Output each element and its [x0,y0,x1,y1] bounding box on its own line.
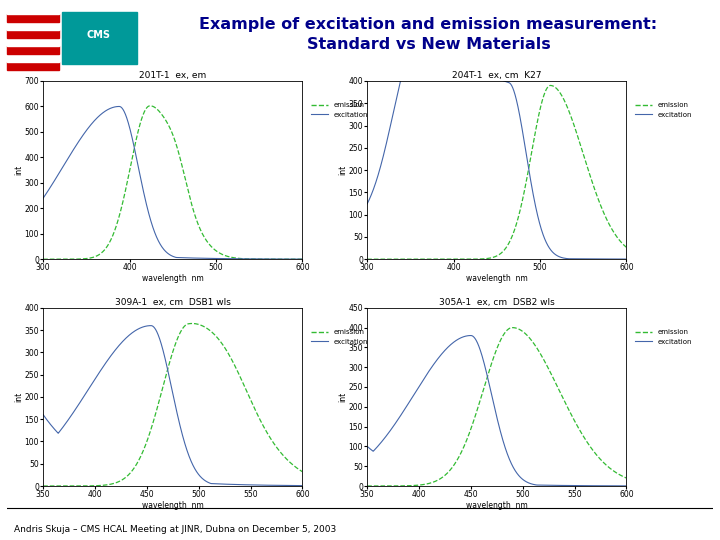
X-axis label: wavelength  nm: wavelength nm [466,501,528,510]
Y-axis label: int: int [14,165,23,175]
Y-axis label: int: int [338,392,347,402]
Title: 305A-1  ex, cm  DSB2 wls: 305A-1 ex, cm DSB2 wls [439,298,554,307]
X-axis label: wavelength  nm: wavelength nm [142,501,204,510]
Legend: emission, excitation: emission, excitation [311,102,369,118]
Legend: emission, excitation: emission, excitation [311,329,369,345]
X-axis label: wavelength  nm: wavelength nm [142,274,204,283]
Bar [7,62,59,70]
Title: 204T-1  ex, cm  K27: 204T-1 ex, cm K27 [452,71,541,80]
Bar [7,38,59,46]
Text: Andris Skuja – CMS HCAL Meeting at JINR, Dubna on December 5, 2003: Andris Skuja – CMS HCAL Meeting at JINR,… [14,525,336,535]
Y-axis label: int: int [14,392,23,402]
Title: 309A-1  ex, cm  DSB1 wls: 309A-1 ex, cm DSB1 wls [115,298,230,307]
Bar [7,14,59,22]
Legend: emission, excitation: emission, excitation [635,329,693,345]
Bar [7,22,59,30]
Bar [7,30,59,38]
Text: CMS: CMS [87,30,111,39]
Bar [7,54,59,62]
Text: Example of excitation and emission measurement:
Standard vs New Materials: Example of excitation and emission measu… [199,17,657,52]
Bar [62,12,138,64]
Legend: emission, excitation: emission, excitation [635,102,693,118]
Title: 201T-1  ex, em: 201T-1 ex, em [139,71,207,80]
Bar [7,5,59,14]
Y-axis label: int: int [338,165,347,175]
X-axis label: wavelength  nm: wavelength nm [466,274,528,283]
Bar [7,46,59,54]
